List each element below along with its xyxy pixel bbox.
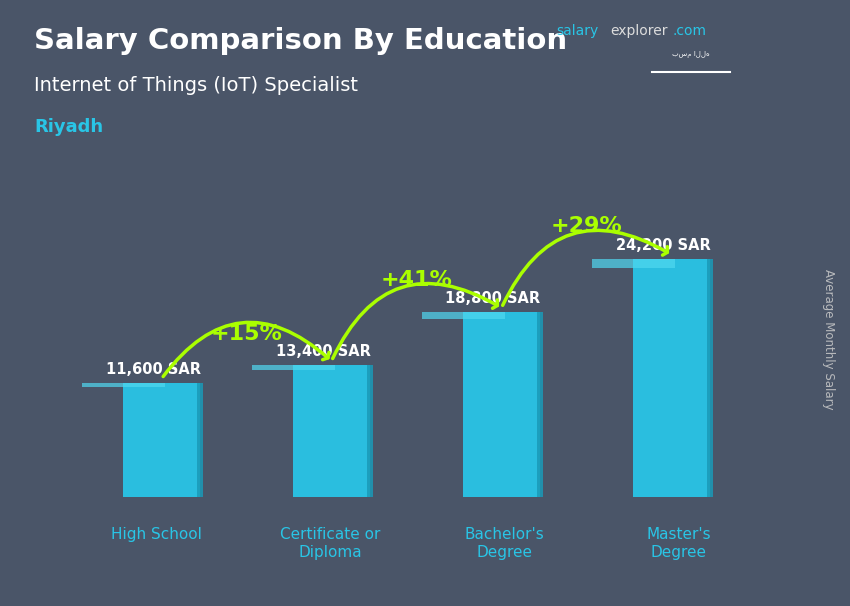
Text: salary: salary — [557, 24, 599, 38]
Bar — [252, 365, 335, 370]
Text: Bachelor's
Degree: Bachelor's Degree — [465, 527, 544, 559]
Text: High School: High School — [110, 527, 201, 542]
Text: 11,600 SAR: 11,600 SAR — [105, 362, 201, 377]
Bar — [706, 259, 713, 497]
Text: Salary Comparison By Education: Salary Comparison By Education — [34, 27, 567, 55]
Text: Riyadh: Riyadh — [34, 118, 103, 136]
Text: +29%: +29% — [551, 216, 622, 236]
Bar — [536, 311, 543, 497]
Text: Master's
Degree: Master's Degree — [646, 527, 711, 559]
Bar — [123, 383, 200, 497]
Text: Average Monthly Salary: Average Monthly Salary — [822, 269, 836, 410]
Text: Internet of Things (IoT) Specialist: Internet of Things (IoT) Specialist — [34, 76, 358, 95]
Bar — [293, 365, 370, 497]
Bar — [366, 365, 373, 497]
Bar — [592, 259, 675, 268]
Bar — [633, 259, 710, 497]
Text: بسم الله: بسم الله — [672, 50, 710, 58]
Bar — [196, 383, 203, 497]
Bar — [422, 311, 505, 319]
Bar — [82, 383, 165, 387]
Text: Certificate or
Diploma: Certificate or Diploma — [280, 527, 381, 559]
Text: 24,200 SAR: 24,200 SAR — [615, 238, 711, 253]
Text: explorer: explorer — [610, 24, 668, 38]
Text: +15%: +15% — [211, 324, 282, 344]
Text: .com: .com — [672, 24, 706, 38]
Text: 13,400 SAR: 13,400 SAR — [275, 344, 371, 359]
Text: +41%: +41% — [381, 270, 452, 290]
Text: 18,800 SAR: 18,800 SAR — [445, 291, 541, 306]
Bar — [463, 311, 540, 497]
